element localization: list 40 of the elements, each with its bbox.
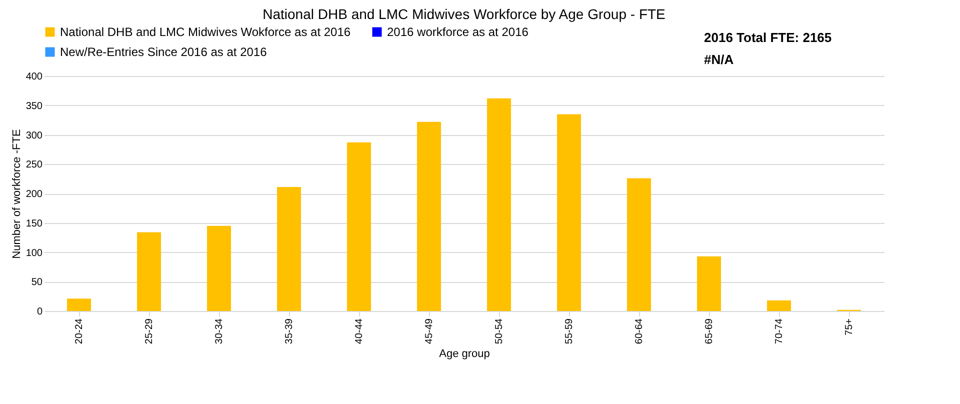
bar bbox=[557, 114, 581, 311]
bar bbox=[767, 300, 791, 311]
x-tick-label: 60-64 bbox=[634, 318, 645, 344]
x-tick-label: 40-44 bbox=[354, 318, 365, 344]
legend-label: National DHB and LMC Midwives Wokforce as at 2016 bbox=[60, 25, 351, 39]
x-tick-label: 70-74 bbox=[774, 318, 785, 344]
x-tick-label: 65-69 bbox=[704, 318, 715, 344]
x-axis-title: Age group bbox=[439, 348, 490, 360]
x-tick-label: 30-34 bbox=[214, 318, 225, 344]
y-tick-label: 200 bbox=[26, 189, 43, 200]
bar bbox=[137, 232, 161, 311]
bar bbox=[627, 178, 651, 311]
x-tick-label: 45-49 bbox=[424, 318, 435, 344]
chart-title: National DHB and LMC Midwives Workforce by Age Group - FTE bbox=[262, 6, 666, 22]
y-tick-label: 50 bbox=[31, 277, 43, 288]
x-tick-label: 25-29 bbox=[144, 318, 155, 344]
x-tick-label: 50-54 bbox=[494, 318, 505, 344]
bar bbox=[207, 226, 231, 311]
bar bbox=[487, 98, 511, 311]
y-tick-label: 350 bbox=[26, 100, 43, 112]
y-tick-label: 250 bbox=[26, 160, 43, 171]
y-tick-label: 0 bbox=[36, 306, 43, 318]
bar bbox=[277, 187, 301, 311]
bar bbox=[67, 298, 91, 311]
x-tick-label: 75+ bbox=[844, 318, 855, 336]
y-tick-label: 100 bbox=[26, 248, 43, 259]
y-tick-label: 400 bbox=[26, 72, 43, 82]
y-axis-title: Number of workforce -FTE bbox=[10, 129, 23, 259]
x-tick-label: 35-39 bbox=[284, 318, 295, 344]
bar bbox=[347, 142, 371, 311]
legend-label: New/Re-Entries Since 2016 as at 2016 bbox=[60, 45, 268, 59]
legend-label: 2016 workforce as at 2016 bbox=[387, 25, 529, 39]
x-tick-label: 55-59 bbox=[564, 318, 575, 344]
bar bbox=[697, 256, 721, 311]
text: #N/A bbox=[704, 52, 734, 67]
bar bbox=[417, 122, 441, 311]
y-tick-label: 150 bbox=[26, 218, 43, 230]
x-tick-label: 20-24 bbox=[74, 318, 85, 344]
y-tick-label: 300 bbox=[26, 130, 43, 142]
text: 2016 Total FTE: 2165 bbox=[704, 30, 832, 45]
